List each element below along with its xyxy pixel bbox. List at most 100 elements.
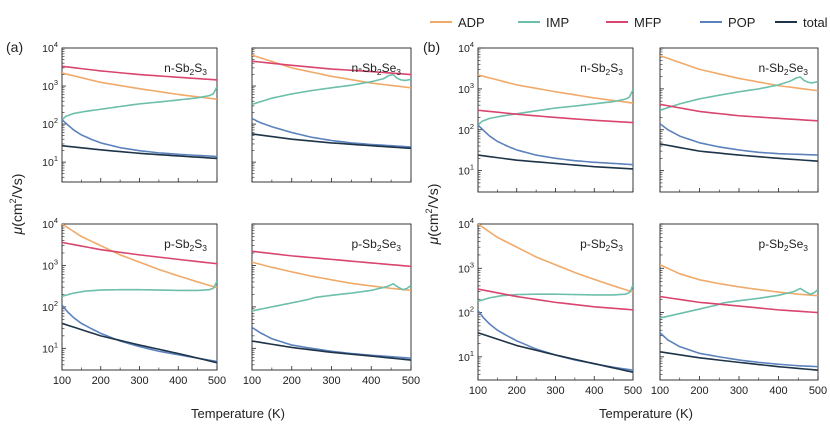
legend-item-imp: IMP — [518, 15, 569, 30]
y-tick-label: 104 — [42, 216, 58, 231]
legend-item-mfp: MFP — [606, 15, 661, 30]
series-line-mfp — [478, 109, 633, 124]
y-tick-label: 102 — [458, 305, 474, 320]
chart-panel-2: n-Sb2Se3 — [251, 47, 412, 183]
chart-panel-7: 101 102 103 104 100 200 300 400 500 p-Sb2S3 — [458, 216, 642, 397]
legend-label-total: total — [803, 15, 828, 30]
chart-panel-5: 101 102 103 104 n-Sb2S3 μ(cm2/Vs) — [424, 40, 634, 246]
x-tick-label: 300 — [730, 385, 748, 397]
panel-title: p-Sb2S3 — [580, 237, 623, 253]
x-axis-label-a: Temperature (K) — [191, 406, 285, 421]
series-line-pop — [478, 124, 633, 166]
legend-label-pop: POP — [728, 15, 755, 30]
legend-item-pop: POP — [700, 15, 755, 30]
x-tick-label: 100 — [651, 385, 669, 397]
x-tick-label: 200 — [690, 385, 708, 397]
series-line-imp — [252, 73, 411, 106]
x-tick-label: 500 — [402, 375, 420, 387]
chart-panel-6: n-Sb2Se3 — [659, 47, 819, 193]
series-line-imp — [478, 284, 633, 303]
x-tick-label: 200 — [283, 375, 301, 387]
series-line-total — [62, 144, 217, 160]
x-tick-label: 200 — [92, 375, 110, 387]
x-tick-label: 400 — [585, 385, 603, 397]
series-line-mfp — [660, 103, 818, 122]
series-group — [660, 54, 818, 163]
y-axis-label: μ(cm2/Vs) — [424, 184, 441, 246]
series-line-mfp — [478, 288, 633, 311]
series-line-total — [62, 322, 217, 364]
chart-panel-4: 100 200 300 400 500 p-Sb2Se3 — [243, 223, 420, 387]
panel-label-b: (b) — [423, 39, 440, 55]
y-tick-label: 102 — [458, 122, 474, 137]
x-tick-label: 300 — [546, 385, 564, 397]
panel-label-a: (a) — [6, 39, 23, 55]
series-line-adp — [478, 224, 633, 293]
series-line-imp — [62, 86, 217, 121]
series-line-imp — [478, 89, 633, 126]
series-line-imp — [62, 280, 217, 298]
legend-label-adp: ADP — [458, 15, 485, 30]
y-tick-label: 104 — [458, 40, 474, 55]
legend-item-total: total — [775, 15, 828, 30]
panel-title: n-Sb2Se3 — [758, 61, 808, 77]
x-tick-label: 100 — [469, 385, 487, 397]
legend: ADP IMP MFP POP total — [430, 15, 828, 30]
y-axis-label: μ(cm2/Vs) — [8, 174, 25, 236]
series-line-pop — [62, 304, 217, 363]
y-tick-label: 101 — [458, 349, 474, 364]
series-line-total — [478, 331, 633, 373]
series-group — [62, 65, 217, 160]
series-line-imp — [252, 283, 411, 312]
series-line-mfp — [252, 250, 411, 268]
chart-panel-3: 101 102 103 104 100 200 300 400 500 p-Sb2S3 — [42, 216, 226, 387]
y-tick-label: 104 — [42, 40, 58, 55]
x-tick-label: 400 — [169, 375, 187, 387]
series-line-pop — [660, 123, 818, 156]
panel-title: n-Sb2Se3 — [351, 61, 401, 77]
series-line-total — [478, 154, 633, 170]
series-line-adp — [660, 264, 818, 297]
series-line-adp — [62, 224, 217, 289]
panel-title: p-Sb2S3 — [164, 237, 207, 253]
x-tick-label: 100 — [53, 375, 71, 387]
legend-item-adp: ADP — [430, 15, 485, 30]
panel-title: n-Sb2S3 — [580, 61, 623, 77]
y-tick-label: 104 — [458, 216, 474, 231]
legend-label-mfp: MFP — [634, 15, 661, 30]
series-line-pop — [252, 117, 411, 148]
panel-title: n-Sb2S3 — [164, 61, 207, 77]
series-line-adp — [660, 54, 818, 92]
x-tick-label: 300 — [322, 375, 340, 387]
series-group — [660, 264, 818, 371]
series-line-pop — [660, 332, 818, 368]
x-tick-label: 500 — [208, 375, 226, 387]
x-tick-label: 500 — [809, 385, 827, 397]
panel-title: p-Sb2Se3 — [351, 237, 401, 253]
y-tick-label: 101 — [42, 154, 58, 169]
series-line-adp — [478, 74, 633, 104]
chart-panel-8: 100 200 300 400 500 p-Sb2Se3 — [651, 223, 827, 397]
series-line-total — [660, 351, 818, 371]
series-line-mfp — [252, 60, 411, 76]
series-line-imp — [660, 76, 818, 112]
x-tick-label: 100 — [243, 375, 261, 387]
y-tick-label: 101 — [458, 163, 474, 178]
series-group — [478, 224, 633, 373]
y-tick-label: 103 — [458, 81, 474, 96]
panel-title: p-Sb2Se3 — [758, 237, 808, 253]
legend-label-imp: IMP — [546, 15, 569, 30]
series-line-pop — [62, 119, 217, 158]
series-group — [252, 250, 411, 361]
x-tick-label: 500 — [624, 385, 642, 397]
series-group — [62, 224, 217, 364]
y-tick-label: 101 — [42, 340, 58, 355]
y-tick-label: 103 — [42, 257, 58, 272]
figure-labels: (a) (b) Temperature (K) Temperature (K) — [6, 39, 693, 421]
x-axis-label-b: Temperature (K) — [599, 406, 693, 421]
y-tick-label: 102 — [42, 299, 58, 314]
series-line-adp — [62, 72, 217, 101]
x-tick-label: 400 — [769, 385, 787, 397]
x-tick-label: 400 — [362, 375, 380, 387]
